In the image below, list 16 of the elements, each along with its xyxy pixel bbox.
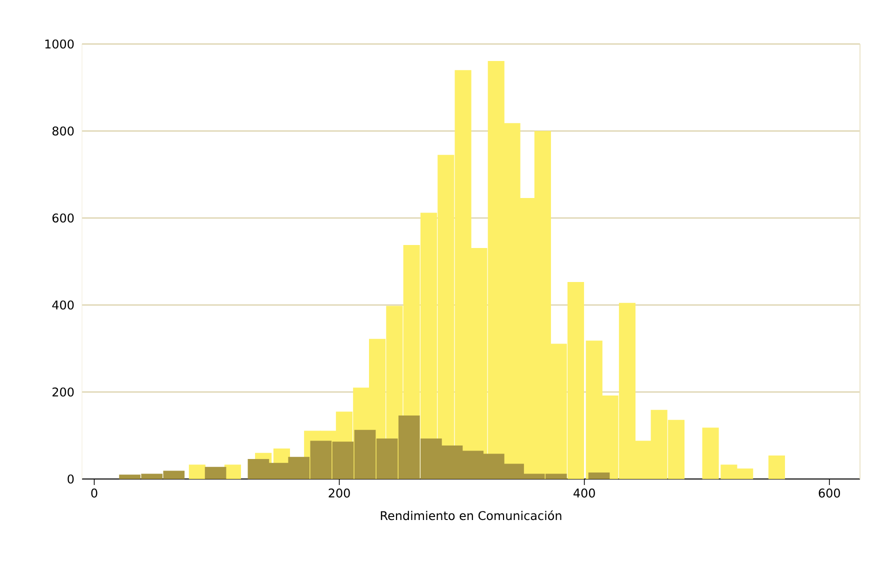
bar <box>204 466 226 479</box>
x-axis-title: Rendimiento en Comunicación <box>380 510 562 520</box>
x-tick-label: 0 <box>91 488 98 498</box>
y-tick-label: 0 <box>68 474 74 484</box>
y-tick-label: 1000 <box>45 39 74 49</box>
y-tick-label: 800 <box>52 126 74 136</box>
x-tick-label: 200 <box>328 488 350 498</box>
bar <box>588 472 610 479</box>
bar <box>188 464 206 479</box>
bar <box>768 456 785 479</box>
y-tick-label: 400 <box>52 300 74 310</box>
y-tick-label: 200 <box>52 387 74 397</box>
x-tick-label: 400 <box>574 488 595 498</box>
x-tick-label: 600 <box>818 488 840 498</box>
bar <box>224 464 241 479</box>
y-tick-label: 600 <box>52 213 74 223</box>
